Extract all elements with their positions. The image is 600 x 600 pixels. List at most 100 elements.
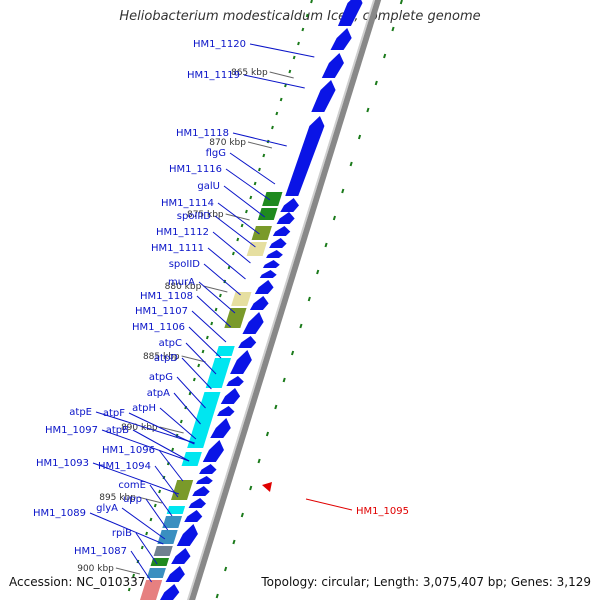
gene-label-leader [158,449,184,482]
outer-tick-dot [357,134,362,140]
outer-tick-dot [332,215,336,221]
gene-label: glyA [96,503,118,514]
gene-label: HM1_1094 [98,461,151,472]
gene-label: HM1_1114 [161,198,214,209]
gene-label-leader [145,498,169,531]
gene-label: HM1_1108 [140,291,193,302]
gene-label-leader [217,202,260,235]
inner-tick-dot [262,153,266,158]
forward-gene-arrow [184,510,203,522]
forward-gene-arrow [254,280,274,294]
forward-gene-arrow [188,498,206,508]
inner-tick-dot [240,223,244,228]
inner-tick-dot [305,13,309,18]
gene-label-leader [225,168,271,201]
gene-label-leader [181,357,212,390]
dna-strand-layer [127,0,403,600]
reverse-feature-block [146,568,166,578]
scale-tick-mark [269,71,294,79]
outer-tick-dot [299,323,303,329]
forward-gene-arrow [202,440,224,462]
inner-tick-dot [127,587,131,592]
gene-label-leader [130,550,152,583]
gene-label: HM1_1106 [132,322,185,333]
highlight-gene-label: HM1_1095 [356,506,409,517]
gene-label-leader [223,185,266,218]
outer-tick-dot [215,593,219,599]
outer-tick-dot [391,26,395,32]
forward-gene-arrow [280,198,299,212]
gene-label-leader [191,310,227,343]
reverse-feature-block [171,480,194,500]
forward-gene-arrow [330,28,352,50]
inner-tick-dot [249,195,253,200]
inner-tick-dot [245,209,248,214]
gene-label-leader [128,412,195,445]
forward-gene-arrow [220,388,241,404]
reverse-feature-block [251,226,272,240]
forward-gene-arrow [276,212,295,224]
inner-tick-dot [236,237,240,242]
gene-label: atpC [159,338,182,349]
gene-label: galU [197,181,220,192]
outer-tick-dot [290,350,295,356]
gene-label-layer: HM1_1120 HM1_1119 HM1_1118 flgG HM1_1116 galU… [33,39,409,583]
gene-label: murA [168,277,195,288]
outer-tick-dot [349,161,353,167]
forward-gene-arrow [176,524,198,546]
scale-tick-layer: 865 kbp 870 kbp 875 kbp 880 kbp 885 kbp 890 k… [77,68,294,575]
gene-label: HM1_1118 [176,128,229,139]
gene-label: HM1_1120 [193,39,246,50]
reverse-feature-block [153,546,173,556]
gene-label: comE [118,480,146,491]
forward-gene-arrow [195,476,213,484]
inner-tick-dot [210,321,214,326]
gene-label-leader [132,429,190,462]
gene-label: flgG [206,148,226,159]
gene-label-leader [188,326,222,359]
scale-tick-mark [159,426,184,434]
scale-tick-mark [203,285,228,293]
forward-gene-arrow [266,250,283,258]
gene-label-leader [92,462,180,495]
inner-tick-dot [171,447,175,452]
reverse-feature-block [162,516,183,528]
accession-text: Accession: NC_010337 [9,575,146,589]
scale-tick-mark [247,141,273,149]
inner-tick-dot [292,55,296,60]
forward-gene-arrow [226,376,244,386]
forward-gene-arrow [230,350,252,374]
highlight-gene-marker [262,482,272,492]
gene-label: spoIID [169,259,201,270]
reverse-feature-block [246,242,267,256]
gene-label-leader [121,507,166,540]
inner-tick-dot [271,125,274,130]
inner-tick-dot [275,111,279,116]
outer-tick-dot [274,404,278,410]
outer-tick-dot [399,0,403,5]
outer-tick-dot [257,458,261,464]
gene-label: HM1_1119 [187,70,240,81]
gene-label-leader [173,392,201,425]
forward-gene-arrow [311,80,336,112]
forward-gene-arrow [269,238,287,248]
inner-tick-dot [297,41,300,46]
inner-tick-dot [188,391,192,396]
inner-tick-dot [253,181,257,186]
gene-label-leader [207,247,246,280]
outer-tick-dot [316,269,320,275]
scale-tick-label: 880 kbp [165,282,202,292]
gene-label: HM1_1087 [74,546,127,557]
scale-tick-label: 870 kbp [209,138,246,148]
outer-tick-dot [341,188,345,194]
forward-gene-arrow [217,406,235,416]
outer-tick-dot [249,485,253,491]
gene-label: HM1_1107 [135,306,188,317]
gene-label: atpG [149,372,173,383]
gene-label: atpA [147,388,170,399]
outer-tick-dot [240,512,244,518]
gene-label: HM1_1116 [169,164,222,175]
scale-tick-label: 895 kbp [99,493,136,503]
gene-label: HM1_1112 [156,227,209,238]
